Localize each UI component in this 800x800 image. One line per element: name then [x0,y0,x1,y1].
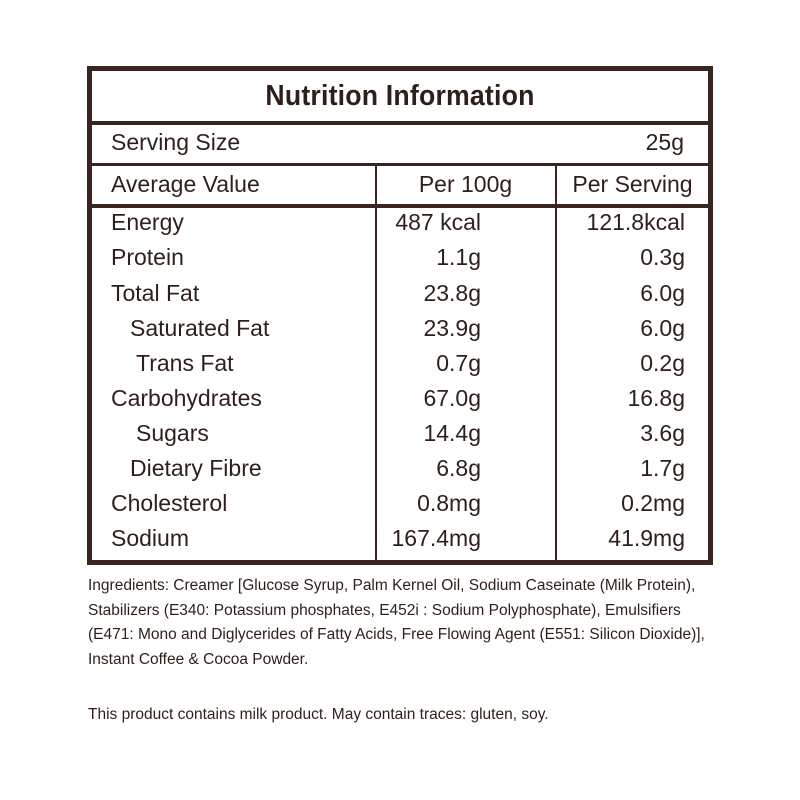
nutrient-name: Sugars [136,420,209,446]
nutrient-per-100g: 23.9g [423,315,481,341]
nutrient-per-serving: 41.9mg [608,525,685,551]
nutrient-name: Carbohydrates [111,385,262,411]
nutrient-per-serving: 6.0g [640,315,685,341]
divider-serving [92,163,708,166]
nutrient-per-serving: 0.2g [640,350,685,376]
nutrient-per-serving: 6.0g [640,280,685,306]
header-per-100g: Per 100g [418,171,513,197]
ingredients-text: Ingredients: Creamer [Glucose Syrup, Pal… [88,577,705,668]
panel-title: Nutrition Information [265,79,535,112]
header-average-value: Average Value [111,171,260,197]
serving-size-value: 25g [645,129,684,155]
nutrient-per-serving: 3.6g [640,420,685,446]
column-divider-1 [375,166,377,565]
nutrient-name: Trans Fat [136,350,234,376]
nutrient-name: Saturated Fat [130,315,270,341]
nutrient-name: Dietary Fibre [130,455,262,481]
allergen-notice: This product contains milk product. May … [88,706,549,723]
nutrient-per-100g: 487 kcal [395,209,481,235]
nutrient-name: Energy [111,209,184,235]
nutrient-name: Protein [111,244,184,270]
nutrient-per-100g: 0.7g [436,350,481,376]
column-divider-2 [555,166,557,565]
serving-size-label: Serving Size [111,129,241,155]
nutrient-per-100g: 167.4mg [391,525,481,551]
nutrient-per-serving: 121.8kcal [586,209,685,235]
header-per-serving: Per Serving [572,171,693,197]
nutrient-name: Total Fat [111,280,200,306]
nutrient-name: Sodium [111,525,189,551]
nutrient-per-100g: 0.8mg [417,490,481,516]
nutrient-per-100g: 6.8g [436,455,481,481]
nutrition-panel: Nutrition Information Serving Size 25g A… [87,66,713,565]
divider-header [92,204,708,208]
nutrient-name: Cholesterol [111,490,228,516]
nutrient-per-100g: 14.4g [423,420,481,446]
nutrient-per-serving: 0.3g [640,244,685,270]
nutrient-per-serving: 16.8g [627,385,685,411]
nutrient-per-serving: 1.7g [640,455,685,481]
nutrient-per-100g: 67.0g [423,385,481,411]
divider-title [92,121,708,125]
nutrient-per-serving: 0.2mg [621,490,685,516]
nutrient-per-100g: 1.1g [436,244,481,270]
nutrient-per-100g: 23.8g [423,280,481,306]
